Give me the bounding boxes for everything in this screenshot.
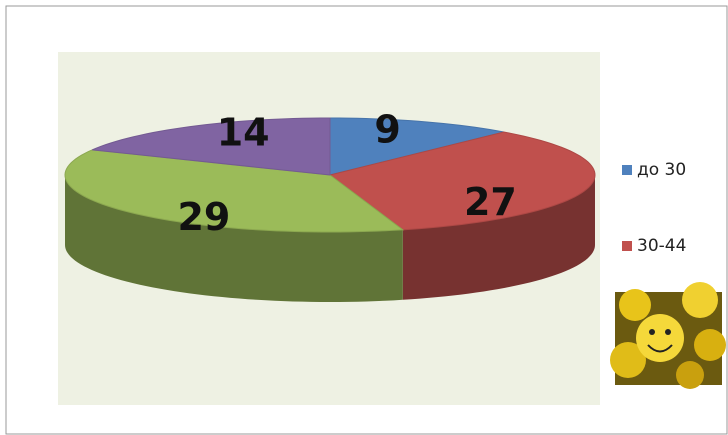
legend-label: 30-44 bbox=[637, 236, 686, 256]
pie-slice bbox=[328, 131, 596, 231]
value-label: 9 bbox=[374, 107, 400, 151]
value-label: 29 bbox=[177, 195, 230, 239]
pie-slice bbox=[92, 117, 331, 176]
legend-swatch bbox=[622, 165, 632, 175]
pie-slice bbox=[329, 117, 505, 176]
value-label: 27 bbox=[464, 180, 517, 224]
pie-side bbox=[402, 175, 595, 300]
legend-label: до 30 bbox=[637, 160, 686, 180]
legend-swatch bbox=[622, 241, 632, 251]
pie-side bbox=[65, 175, 403, 302]
pie-slice bbox=[64, 149, 405, 233]
smiley-image bbox=[610, 282, 726, 389]
value-label: 14 bbox=[217, 110, 270, 154]
